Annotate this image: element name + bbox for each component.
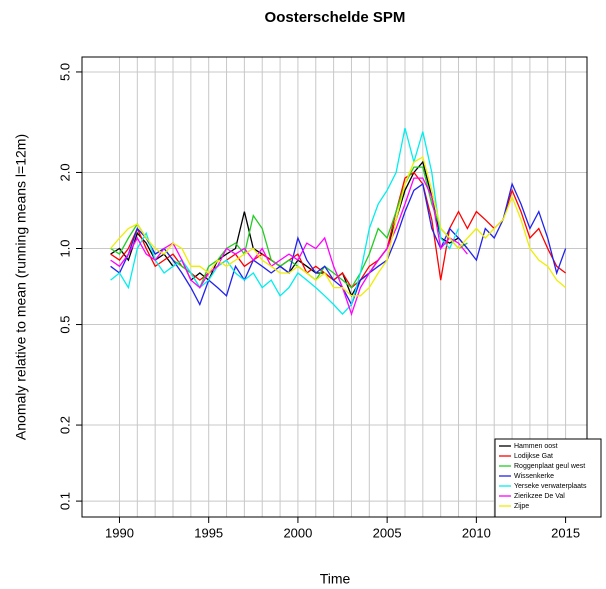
legend-label: Zijpe [514,503,529,510]
x-axis-label: Time [320,571,351,587]
series-line [110,177,468,317]
plot-frame [81,56,588,518]
series-line [110,127,460,316]
x-tick-label: 1990 [105,525,134,540]
y-tick-label: 0.2 [57,416,72,434]
series-line [110,166,468,290]
series-line [110,160,468,298]
y-tick-label: 0.1 [57,492,72,510]
legend-label: Zierikzee De Val [514,493,565,500]
x-tick-label: 1995 [194,525,223,540]
x-tick-label: 2000 [283,525,312,540]
x-tick-label: 2005 [373,525,402,540]
legend-box [494,438,602,518]
legend-label: Roggenplaat geul west [514,463,585,470]
y-tick-label: 2.0 [57,163,72,181]
y-tick-label: 5.0 [57,63,72,81]
series-line [110,182,567,307]
y-axis-label: Anomaly relative to mean (running means … [13,134,29,440]
chart-title: Oosterschelde SPM [265,9,406,26]
series-line [110,156,567,297]
y-tick-label: 0.5 [57,315,72,333]
y-tick-label: 1.0 [57,239,72,257]
legend-label: Wissenkerke [514,473,554,480]
x-tick-label: 2015 [551,525,580,540]
legend-label: Lodijkse Gat [514,453,553,460]
x-tick-label: 2010 [462,525,491,540]
legend-label: Yerseke verwaterplaats [514,483,587,490]
legend-label: Hammen oost [514,443,558,450]
